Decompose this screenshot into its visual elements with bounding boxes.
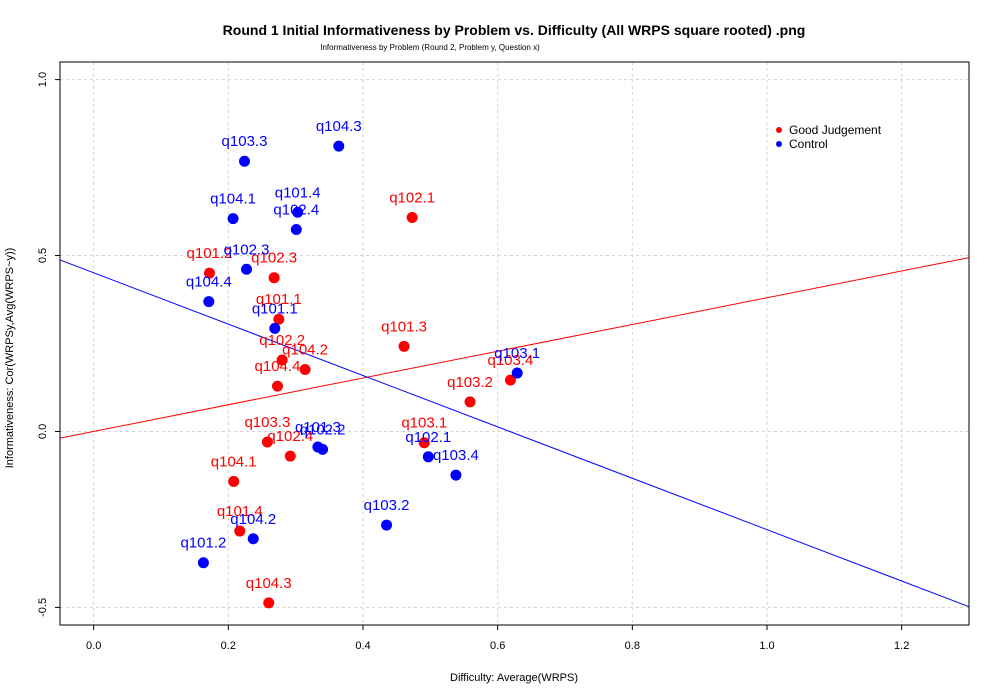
data-point: [292, 206, 304, 218]
regression-line: [59, 257, 970, 439]
point-label: q102.4: [267, 428, 313, 445]
data-point: [247, 533, 259, 545]
y-tick-label: 1.0: [37, 72, 49, 87]
y-tick-label: 0.5: [37, 248, 49, 263]
legend-marker: [776, 127, 782, 133]
data-point: [268, 272, 280, 284]
point-label: q102.2: [300, 421, 346, 438]
data-point: [317, 443, 329, 455]
data-point: [203, 267, 215, 279]
legend-entry: Control: [789, 137, 828, 151]
chart-title: Round 1 Initial Informativeness by Probl…: [223, 22, 806, 38]
data-point: [241, 263, 253, 275]
data-point: [398, 340, 410, 352]
data-point: [290, 223, 302, 235]
x-axis: 0.0 0.2 0.4 0.6 0.8 1.0 1.2: [86, 625, 909, 652]
point-label: q101.1: [256, 291, 302, 308]
data-point: [504, 374, 516, 386]
x-tick-label: 1.2: [894, 640, 909, 652]
data-point: [276, 354, 288, 366]
data-point: [284, 450, 296, 462]
data-point: [234, 525, 246, 537]
x-tick-label: 0.4: [355, 640, 370, 652]
data-points: [197, 140, 523, 609]
point-label: q103.3: [222, 133, 268, 150]
data-point: [422, 451, 434, 463]
data-point: [273, 313, 285, 325]
y-axis-label: Informativeness: Cor(WRPSy,Avg(WRPS~y)): [4, 248, 16, 469]
x-tick-label: 1.0: [759, 640, 774, 652]
point-label: q104.2: [230, 511, 276, 528]
point-label: q101.3: [381, 318, 427, 335]
point-label: q103.4: [433, 447, 479, 464]
data-point: [406, 212, 418, 224]
data-point: [261, 436, 273, 448]
data-point: [227, 213, 239, 225]
y-tick-label: -0.5: [37, 598, 49, 617]
point-label: q104.1: [210, 191, 256, 208]
point-label: q103.3: [244, 414, 290, 431]
point-label: q102.2: [259, 332, 305, 349]
data-point: [450, 469, 462, 481]
x-tick-label: 0.2: [221, 640, 236, 652]
point-label: q102.1: [389, 190, 435, 207]
point-label: q101.3: [295, 419, 341, 436]
legend-marker: [776, 141, 782, 147]
point-label: q103.1: [401, 415, 447, 432]
data-point: [197, 557, 209, 569]
point-label: q102.3: [224, 241, 270, 258]
y-tick-label: 0.0: [37, 424, 49, 439]
plot-frame: [59, 61, 970, 626]
grid: [60, 62, 969, 625]
x-tick-label: 0.6: [490, 640, 505, 652]
point-label: q104.3: [316, 118, 362, 135]
data-point: [228, 475, 240, 487]
point-label: q101.2: [187, 245, 233, 262]
data-point: [511, 367, 523, 379]
point-label: q102.3: [251, 250, 297, 267]
x-tick-label: 0.8: [625, 640, 640, 652]
point-label: q102.4: [273, 201, 319, 218]
data-point: [299, 364, 311, 376]
point-label: q104.3: [246, 575, 292, 592]
point-label: q104.1: [211, 453, 257, 470]
point-label: q101.1: [252, 300, 298, 317]
data-point: [381, 519, 393, 531]
legend-entry: Good Judgement: [789, 123, 882, 137]
point-label: q104.4: [255, 358, 301, 375]
y-axis: -0.5 0.0 0.5 1.0: [37, 72, 60, 617]
data-point: [271, 380, 283, 392]
point-label: q104.2: [282, 342, 328, 359]
data-point: [269, 322, 281, 334]
point-label: q101.4: [217, 503, 263, 520]
point-label: q103.2: [447, 374, 493, 391]
data-point: [333, 140, 345, 152]
data-point: [418, 437, 430, 449]
point-label: q104.4: [186, 274, 232, 291]
data-point: [464, 396, 476, 408]
fit-lines: [59, 257, 970, 608]
point-label: q101.2: [180, 535, 226, 552]
regression-line: [59, 259, 970, 608]
point-label: q103.1: [494, 345, 540, 362]
x-axis-label: Difficulty: Average(WRPS): [450, 672, 578, 684]
point-label: q103.4: [488, 352, 534, 369]
data-point: [263, 597, 275, 609]
data-point: [238, 155, 250, 167]
data-point: [203, 296, 215, 308]
x-tick-label: 0.0: [86, 640, 101, 652]
point-label: q101.4: [275, 184, 321, 201]
chart-subtitle: Informativeness by Problem (Round 2, Pro…: [320, 43, 540, 52]
point-label: q102.1: [405, 429, 451, 446]
point-label: q103.2: [364, 497, 410, 514]
